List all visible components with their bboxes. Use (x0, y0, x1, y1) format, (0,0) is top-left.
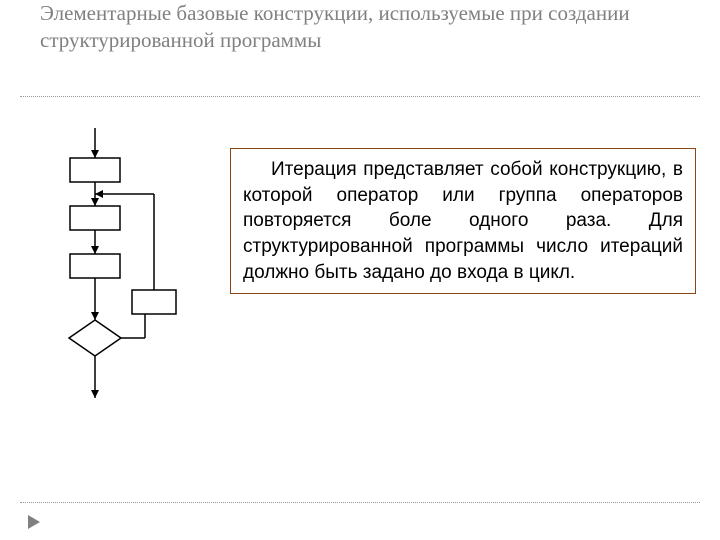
flowchart-diagram (40, 128, 220, 428)
description-textbox: Итерация представляет собой конструкцию,… (230, 148, 696, 294)
description-text: Итерация представляет собой конструкцию,… (243, 159, 683, 283)
slide-marker-icon (28, 515, 42, 529)
divider-bottom (20, 502, 700, 503)
page-title: Элементарные базовые конструкции, исполь… (40, 0, 680, 55)
divider-top (20, 96, 700, 97)
